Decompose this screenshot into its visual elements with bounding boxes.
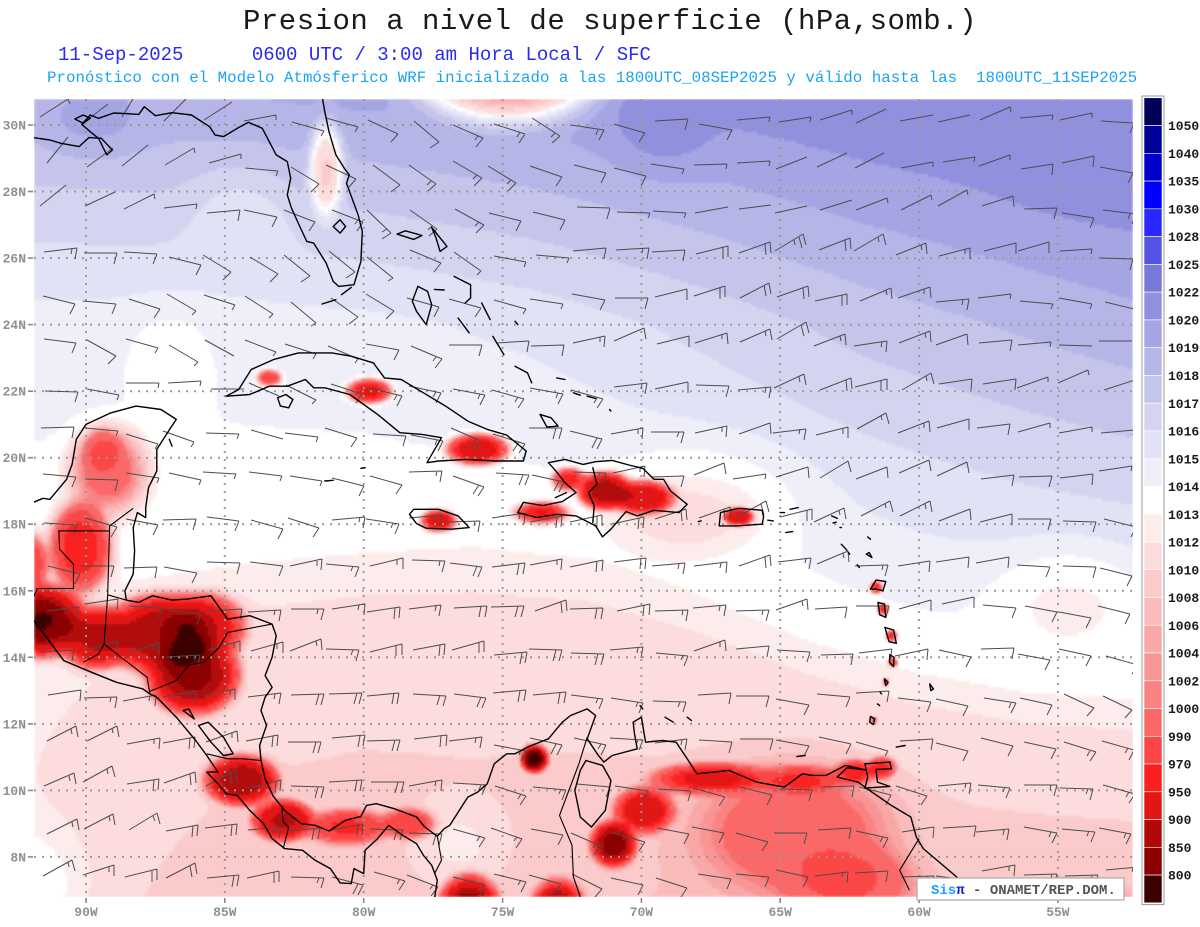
svg-text:1015: 1015 [1168, 452, 1199, 467]
svg-text:850: 850 [1168, 841, 1192, 856]
svg-text:26N: 26N [3, 252, 26, 267]
svg-text:1008: 1008 [1168, 591, 1199, 606]
svg-text:1035: 1035 [1168, 175, 1199, 190]
svg-text:1040: 1040 [1168, 147, 1199, 162]
svg-text:1000: 1000 [1168, 702, 1199, 717]
svg-text:20N: 20N [3, 451, 26, 466]
svg-text:1010: 1010 [1168, 563, 1199, 578]
svg-text:12N: 12N [3, 717, 26, 732]
svg-text:800: 800 [1168, 869, 1192, 884]
svg-text:1016: 1016 [1168, 425, 1199, 440]
svg-text:1022: 1022 [1168, 286, 1199, 301]
svg-text:85W: 85W [213, 905, 237, 920]
svg-text:1012: 1012 [1168, 536, 1199, 551]
svg-text:1014: 1014 [1168, 480, 1199, 495]
svg-text:1017: 1017 [1168, 397, 1199, 412]
svg-text:1019: 1019 [1168, 341, 1199, 356]
svg-text:1028: 1028 [1168, 230, 1199, 245]
svg-text:24N: 24N [3, 318, 26, 333]
svg-text:90W: 90W [74, 905, 98, 920]
svg-text:1020: 1020 [1168, 314, 1199, 329]
svg-text:1030: 1030 [1168, 202, 1199, 217]
svg-text:16N: 16N [3, 584, 26, 599]
svg-text:60W: 60W [907, 905, 931, 920]
svg-text:8N: 8N [10, 850, 26, 865]
svg-text:1018: 1018 [1168, 369, 1199, 384]
svg-text:1025: 1025 [1168, 258, 1199, 273]
svg-text:900: 900 [1168, 813, 1192, 828]
svg-text:990: 990 [1168, 730, 1192, 745]
svg-text:30N: 30N [3, 119, 26, 134]
svg-text:80W: 80W [352, 905, 376, 920]
svg-text:970: 970 [1168, 758, 1192, 773]
svg-text:950: 950 [1168, 785, 1192, 800]
svg-text:1004: 1004 [1168, 647, 1199, 662]
svg-text:1013: 1013 [1168, 508, 1199, 523]
svg-text:1050: 1050 [1168, 119, 1199, 134]
svg-text:10N: 10N [3, 784, 26, 799]
svg-text:22N: 22N [3, 385, 26, 400]
svg-text:28N: 28N [3, 185, 26, 200]
svg-text:65W: 65W [768, 905, 792, 920]
svg-text:Sisπ - ONAMET/REP.DOM.: Sisπ - ONAMET/REP.DOM. [931, 883, 1116, 899]
svg-text:75W: 75W [491, 905, 515, 920]
svg-text:18N: 18N [3, 518, 26, 533]
svg-text:1002: 1002 [1168, 674, 1199, 689]
svg-text:55W: 55W [1046, 905, 1070, 920]
svg-text:70W: 70W [630, 905, 654, 920]
svg-text:1006: 1006 [1168, 619, 1199, 634]
svg-text:14N: 14N [3, 651, 26, 666]
